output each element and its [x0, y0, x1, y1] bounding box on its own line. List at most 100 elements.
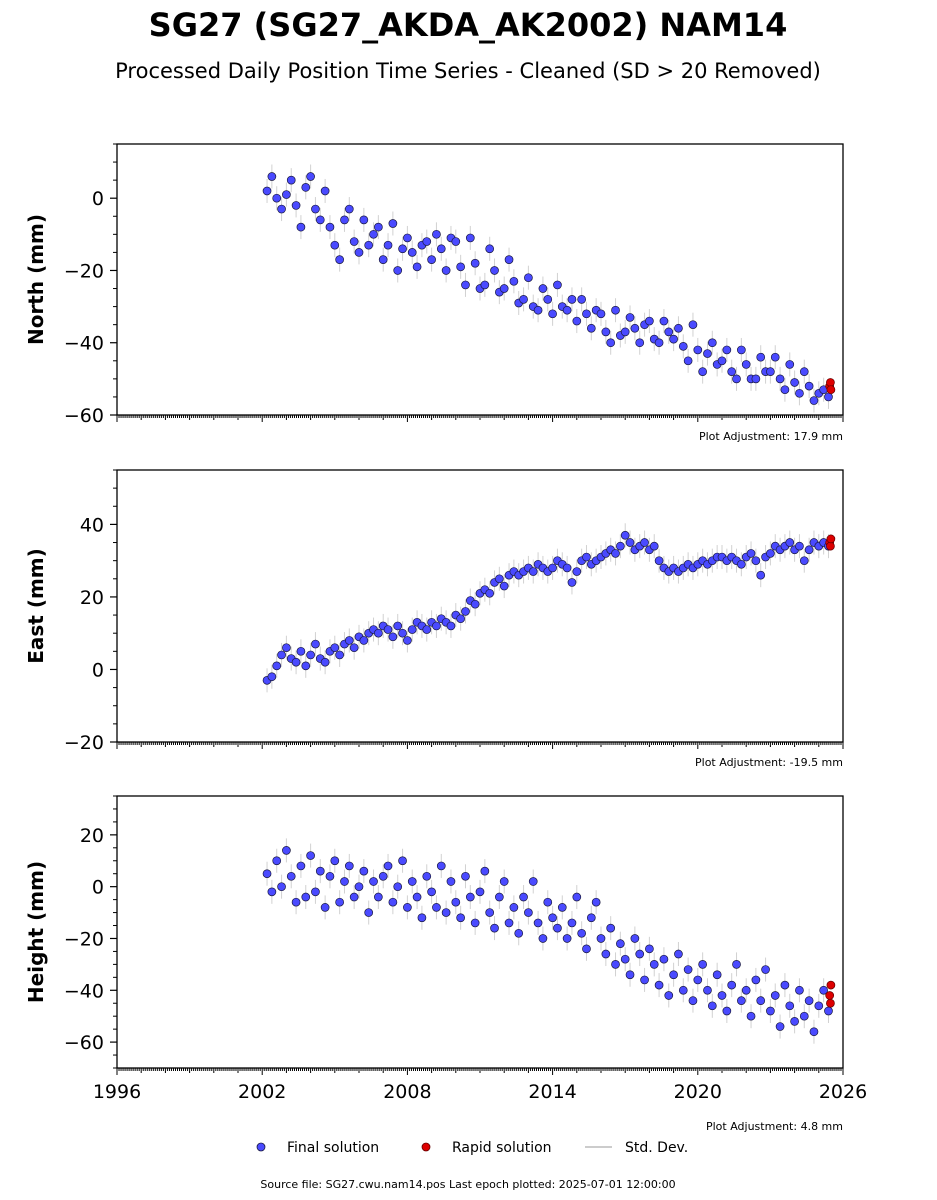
- final-point: [799, 367, 809, 376]
- final-point: [403, 636, 412, 645]
- final-point: [780, 385, 790, 395]
- panel-east: −20 0 20 40 East (mm): [24, 469, 844, 754]
- final-point: [727, 980, 737, 990]
- final-point: [311, 639, 320, 649]
- final-point: [509, 903, 519, 912]
- y-tick-label: −20: [64, 732, 104, 754]
- final-point: [649, 960, 659, 969]
- final-point: [335, 650, 344, 660]
- final-point: [616, 939, 625, 949]
- final-point: [272, 856, 282, 866]
- final-point: [291, 201, 301, 210]
- final-point: [524, 908, 533, 917]
- final-point: [814, 1001, 824, 1011]
- final-point: [388, 632, 398, 642]
- plot-frame: [116, 469, 844, 743]
- final-point: [407, 625, 417, 634]
- final-point: [654, 556, 664, 566]
- plot-frame: [116, 795, 844, 1069]
- final-point: [470, 599, 480, 609]
- chart-title: SG27 (SG27_AKDA_AK2002) NAM14: [149, 6, 788, 44]
- final-point: [306, 172, 315, 181]
- final-point: [804, 381, 814, 391]
- final-point: [441, 908, 451, 917]
- final-point: [533, 918, 543, 928]
- x-tick-label: 2026: [819, 1081, 867, 1103]
- final-point: [799, 1011, 809, 1021]
- final-point: [465, 892, 475, 902]
- final-point: [282, 846, 291, 855]
- final-point: [707, 1001, 717, 1011]
- final-point: [393, 882, 403, 892]
- final-point: [795, 985, 804, 995]
- final-point: [407, 877, 417, 886]
- final-point: [577, 295, 586, 304]
- final-point: [640, 975, 649, 985]
- final-point: [533, 305, 543, 315]
- final-point: [349, 643, 359, 653]
- final-point: [630, 934, 640, 943]
- final-point: [282, 190, 291, 199]
- final-point: [504, 918, 514, 928]
- final-point: [737, 996, 746, 1005]
- final-point: [717, 991, 727, 1000]
- final-point: [432, 903, 441, 912]
- final-point: [311, 887, 320, 897]
- final-point: [698, 960, 707, 969]
- final-point: [388, 897, 398, 907]
- final-point: [485, 244, 495, 254]
- final-point: [809, 1027, 819, 1037]
- final-point: [286, 175, 296, 185]
- panel-north: −60 −40 −20 0 North (mm): [24, 143, 844, 427]
- final-point: [398, 244, 407, 254]
- final-point: [393, 266, 403, 275]
- final-point: [422, 625, 432, 634]
- final-point: [562, 305, 572, 315]
- final-point: [625, 538, 635, 547]
- final-point: [490, 266, 499, 275]
- final-point: [620, 530, 630, 540]
- final-point: [722, 345, 732, 355]
- final-point: [422, 871, 432, 881]
- final-point: [683, 356, 693, 366]
- final-point: [456, 614, 465, 624]
- final-point: [495, 892, 504, 902]
- final-point: [301, 183, 311, 192]
- final-point: [712, 970, 722, 980]
- final-point: [349, 892, 359, 902]
- final-point: [340, 877, 349, 886]
- final-point: [262, 869, 272, 879]
- final-point: [707, 338, 717, 348]
- final-point: [620, 327, 630, 337]
- final-point: [335, 255, 344, 264]
- final-point: [804, 545, 814, 555]
- final-point: [456, 262, 465, 272]
- final-point: [296, 222, 306, 232]
- final-point: [495, 574, 504, 584]
- final-point: [582, 552, 591, 562]
- y-tick-label: −40: [64, 333, 104, 355]
- legend-rapid-label: Rapid solution: [452, 1140, 552, 1156]
- final-point: [761, 965, 770, 974]
- final-point: [301, 661, 311, 671]
- final-point: [780, 980, 790, 990]
- final-point: [320, 903, 330, 912]
- final-point: [378, 255, 388, 264]
- final-point: [625, 970, 635, 980]
- x-tick-label: 2014: [528, 1081, 576, 1103]
- final-point: [475, 887, 485, 897]
- final-point: [320, 186, 330, 196]
- final-point: [514, 928, 524, 938]
- final-point: [330, 856, 340, 866]
- final-point: [499, 877, 509, 886]
- final-point: [756, 570, 766, 580]
- final-point: [572, 567, 582, 576]
- final-point: [335, 897, 344, 907]
- final-point: [344, 861, 354, 871]
- final-point: [427, 255, 436, 264]
- final-point: [383, 861, 393, 871]
- final-point: [441, 266, 451, 275]
- final-point: [785, 538, 795, 547]
- final-point: [277, 650, 286, 660]
- final-point: [824, 1006, 833, 1016]
